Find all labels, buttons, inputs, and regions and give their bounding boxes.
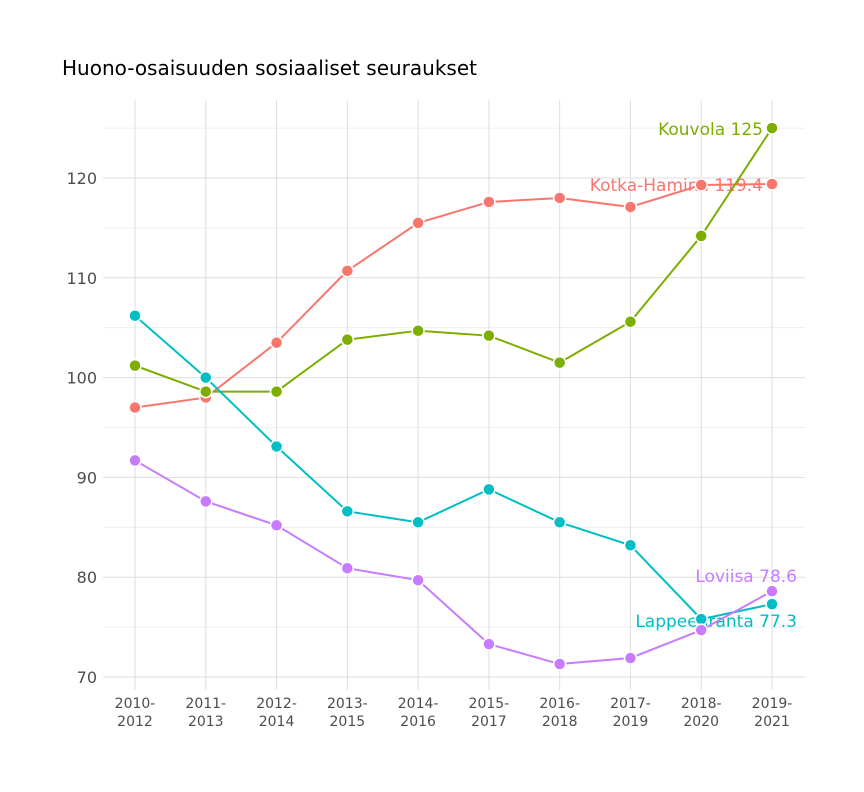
data-point-kouvola xyxy=(199,384,213,399)
x-tick-label: 2016- 2018 xyxy=(539,696,580,730)
chart-title: Huono-osaisuuden sosiaaliset seuraukset xyxy=(62,56,477,80)
x-tick-label: 2011- 2013 xyxy=(185,696,226,730)
data-point-kotka-hamina xyxy=(269,335,284,350)
data-point-kotka-hamina xyxy=(765,177,779,191)
x-tick-label-line: 2019 xyxy=(613,714,649,730)
data-point-kotka-hamina xyxy=(482,195,496,209)
data-point-lappeenranta xyxy=(623,538,638,553)
data-point-loviisa xyxy=(340,561,355,575)
data-point-lappeenranta xyxy=(199,370,213,385)
data-point-kouvola xyxy=(623,314,638,329)
series-line-kotka-hamina xyxy=(134,182,773,409)
y-tick-label: 70 xyxy=(77,668,97,687)
data-point-kouvola xyxy=(269,384,284,399)
data-point-lappeenranta xyxy=(482,482,496,497)
data-point-lappeenranta xyxy=(128,308,142,323)
data-point-lappeenranta xyxy=(269,439,284,454)
y-tick-label: 100 xyxy=(66,369,97,388)
data-point-kotka-hamina xyxy=(411,216,425,230)
x-tick-label-line: 2014- xyxy=(398,696,439,712)
x-tick-label: 2013- 2015 xyxy=(327,696,368,730)
data-point-lappeenranta xyxy=(552,515,567,530)
data-point-loviisa xyxy=(269,518,284,533)
x-tick-label-line: 2014 xyxy=(259,714,295,730)
data-point-kotka-hamina xyxy=(623,200,638,214)
x-tick-label: 2014- 2016 xyxy=(398,696,439,730)
data-point-lappeenranta xyxy=(340,504,355,519)
y-tick-label: 90 xyxy=(77,468,97,487)
x-tick-label-line: 2020 xyxy=(683,714,719,730)
data-point-loviisa xyxy=(694,623,708,637)
data-point-loviisa xyxy=(552,657,567,671)
y-tick-label: 110 xyxy=(66,269,97,288)
data-point-loviisa xyxy=(482,637,496,651)
x-tick-label-line: 2011- xyxy=(185,696,226,712)
x-tick-label-line: 2016 xyxy=(400,714,436,730)
data-point-kouvola xyxy=(765,121,779,135)
x-tick-label: 2018- 2020 xyxy=(681,696,722,730)
x-tick-label-line: 2013- xyxy=(327,696,368,712)
data-point-kotka-hamina xyxy=(552,191,567,205)
y-tick-label: 120 xyxy=(66,169,97,188)
x-tick-label-line: 2012- xyxy=(256,696,297,712)
end-label-loviisa: Loviisa 78.6 xyxy=(695,567,797,587)
x-tick-label: 2019- 2021 xyxy=(752,696,793,730)
x-tick-label-line: 2016- xyxy=(539,696,580,712)
x-tick-label: 2015- 2017 xyxy=(469,696,510,730)
data-point-kotka-hamina xyxy=(694,178,708,192)
end-label-kotka-hamina: Kotka-Hamina 119.4 xyxy=(590,176,763,196)
data-point-loviisa xyxy=(411,573,425,587)
data-point-kotka-hamina xyxy=(340,264,355,278)
x-tick-label-line: 2021 xyxy=(754,714,790,730)
series-line-kouvola xyxy=(134,127,773,393)
series-line-lappeenranta xyxy=(134,314,773,621)
series-line-loviisa xyxy=(134,459,773,666)
data-point-kouvola xyxy=(694,229,708,243)
x-tick-label-line: 2012 xyxy=(117,714,153,730)
x-tick-label-line: 2015 xyxy=(330,714,366,730)
data-point-loviisa xyxy=(623,651,638,665)
x-tick-label-line: 2017- xyxy=(610,696,651,712)
x-tick-label-line: 2019- xyxy=(752,696,793,712)
data-point-loviisa xyxy=(765,584,779,598)
x-tick-label-line: 2013 xyxy=(188,714,224,730)
y-tick-label: 80 xyxy=(77,568,97,587)
data-point-loviisa xyxy=(128,453,142,468)
data-point-loviisa xyxy=(199,494,213,509)
x-tick-label: 2010- 2012 xyxy=(115,696,156,730)
data-point-kouvola xyxy=(411,323,425,338)
data-point-lappeenranta xyxy=(411,515,425,530)
x-tick-label: 2012- 2014 xyxy=(256,696,297,730)
x-tick-label: 2017- 2019 xyxy=(610,696,651,730)
x-tick-label-line: 2018- xyxy=(681,696,722,712)
end-label-kouvola: Kouvola 125 xyxy=(658,120,763,140)
x-tick-label-line: 2010- xyxy=(115,696,156,712)
x-tick-label-line: 2018 xyxy=(542,714,578,730)
data-point-kotka-hamina xyxy=(128,400,142,415)
data-point-lappeenranta xyxy=(694,612,708,626)
data-point-lappeenranta xyxy=(765,597,779,611)
x-tick-label-line: 2015- xyxy=(469,696,510,712)
data-point-kouvola xyxy=(552,355,567,370)
data-point-kouvola xyxy=(128,358,142,373)
data-point-kouvola xyxy=(340,332,355,347)
data-point-kouvola xyxy=(482,328,496,343)
x-tick-label-line: 2017 xyxy=(471,714,507,730)
